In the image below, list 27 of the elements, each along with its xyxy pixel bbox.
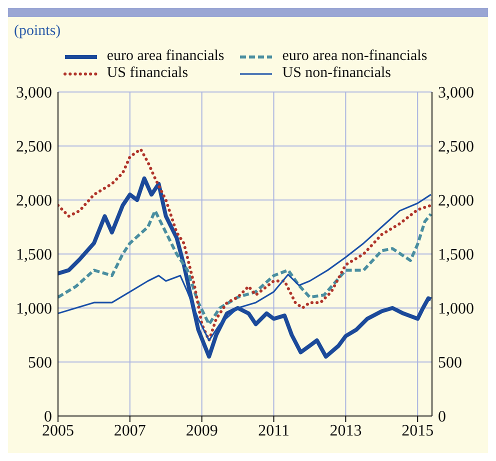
line-series (58, 148, 432, 342)
y2-tick-label: 0 (438, 408, 446, 426)
y-tick-label: 3,000 (16, 84, 52, 102)
legend-label: US financials (106, 65, 188, 82)
x-tick-label: 2015 (402, 422, 434, 440)
line-series (58, 209, 432, 326)
y2-tick-label: 2,000 (438, 192, 474, 210)
y2-tick-label: 2,500 (438, 138, 474, 156)
legend-label: euro area non-financials (282, 48, 428, 65)
y2-tick-label: 3,000 (438, 84, 474, 102)
y2-tick-label: 500 (438, 354, 462, 372)
y2-tick-label: 1,500 (438, 246, 474, 264)
x-tick-label: 2007 (114, 422, 146, 440)
y-tick-label: 2,500 (16, 138, 52, 156)
y2-tick-label: 1,000 (438, 300, 474, 318)
legend-label: US non-financials (282, 65, 391, 82)
y-tick-label: 2,000 (16, 192, 52, 210)
x-tick-label: 2009 (186, 422, 218, 440)
y-tick-label: 500 (28, 354, 52, 372)
y-tick-label: 1,000 (16, 300, 52, 318)
x-tick-label: 2011 (258, 422, 290, 440)
legend-label: euro area financials (106, 48, 224, 65)
line-series (58, 194, 432, 342)
chart-subtitle: (points) (13, 22, 62, 40)
x-tick-label: 2013 (330, 422, 362, 440)
line-series (58, 176, 432, 359)
y-tick-label: 1,500 (16, 246, 52, 264)
